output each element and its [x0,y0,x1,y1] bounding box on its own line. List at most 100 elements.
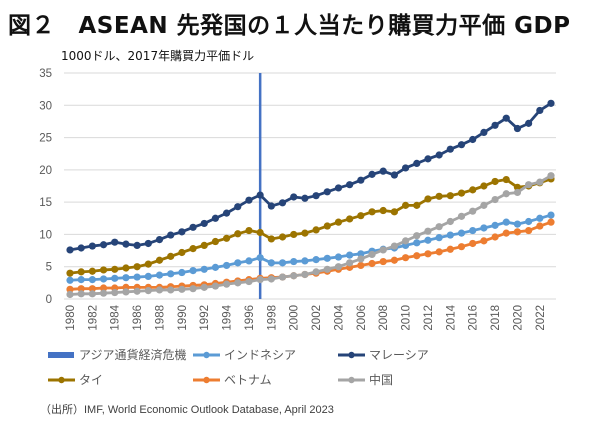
data-point [88,276,96,284]
x-tick-label: 1990 [177,305,189,331]
data-point [334,253,343,261]
y-tick-label: 5 [46,262,52,274]
data-point [178,285,186,293]
data-point [66,276,74,284]
data-point [334,218,343,226]
data-point [278,259,287,267]
data-point [211,214,220,222]
data-point [301,270,309,279]
data-point [357,250,365,258]
y-tick-label: 30 [39,100,52,112]
data-point [536,222,544,230]
data-point [290,272,298,280]
data-point [267,259,275,267]
data-point [256,276,264,284]
data-point [99,289,108,297]
data-point [346,181,354,189]
data-point [547,218,555,226]
data-point [525,226,533,235]
data-point [390,242,398,250]
data-point [413,252,421,260]
data-point [178,248,186,257]
data-point [144,260,152,268]
y-tick-label: 35 [39,68,52,80]
data-point [88,290,96,298]
data-point [547,172,555,180]
data-point [178,268,186,277]
series-1 [66,99,555,254]
x-tick-label: 2016 [468,305,480,331]
data-point [99,241,108,249]
x-tick-label: 1996 [244,305,256,331]
data-point [513,124,522,133]
data-point [379,246,387,254]
data-point [312,226,320,234]
x-tick-label: 2000 [289,305,301,331]
x-tick-label: 2006 [356,305,368,331]
data-point [525,217,533,226]
data-point [457,189,466,197]
data-point [525,181,533,189]
data-point [469,186,477,194]
data-point [502,114,510,122]
data-point [357,255,365,263]
legend-line-swatch [48,376,75,383]
data-point [491,195,499,204]
data-point [424,236,432,244]
y-tick-label: 20 [39,165,52,177]
data-point [357,261,365,270]
data-point [111,238,119,246]
data-point [88,242,96,250]
data-point [178,228,186,236]
legend-line-swatch [193,376,220,383]
data-point [256,228,264,237]
data-point [234,230,242,238]
legend-label: 中国 [369,373,394,387]
data-point [256,254,264,262]
x-tick-label: 1992 [199,305,211,331]
data-point [245,257,253,265]
data-point [525,119,533,127]
data-point [200,219,208,228]
data-point [435,151,443,159]
data-point [77,285,85,293]
data-point [413,239,421,247]
data-point [211,263,220,271]
data-point [189,266,197,275]
data-point [234,259,242,267]
data-point [536,214,544,222]
data-point [480,224,488,232]
data-point [223,209,231,217]
data-point [133,287,141,295]
data-point [457,229,466,237]
data-point [167,286,175,294]
legend-label: アジア通貨経済危機 [79,348,187,362]
data-point [200,283,208,291]
data-point [144,239,152,248]
data-point [312,192,320,200]
data-point [223,234,231,242]
data-point [223,261,231,270]
data-point [435,234,443,242]
data-point [312,256,320,264]
data-point [278,233,287,241]
data-point [323,265,331,273]
data-point [390,256,398,264]
chart-title: 図２ ASEAN 先発国の１人当たり購買力平価 GDP [8,13,571,39]
data-point [312,268,320,276]
data-point [435,223,443,231]
data-point [446,192,454,200]
data-point [122,240,130,248]
data-point [446,245,454,253]
data-point [446,217,454,226]
x-axis-ticks: 1980 1982 1984 1986 1988 1990 1992 1994 1996 1998… [65,304,547,330]
data-point [480,237,488,245]
x-tick-label: 1986 [132,305,144,331]
data-point [513,228,522,236]
data-point [301,229,309,237]
legend-line-swatch [338,376,365,383]
source-note: （出所）IMF, World Economic Outlook Database… [40,404,334,416]
data-point [346,251,354,259]
data-point [290,230,298,239]
data-point [144,287,152,295]
